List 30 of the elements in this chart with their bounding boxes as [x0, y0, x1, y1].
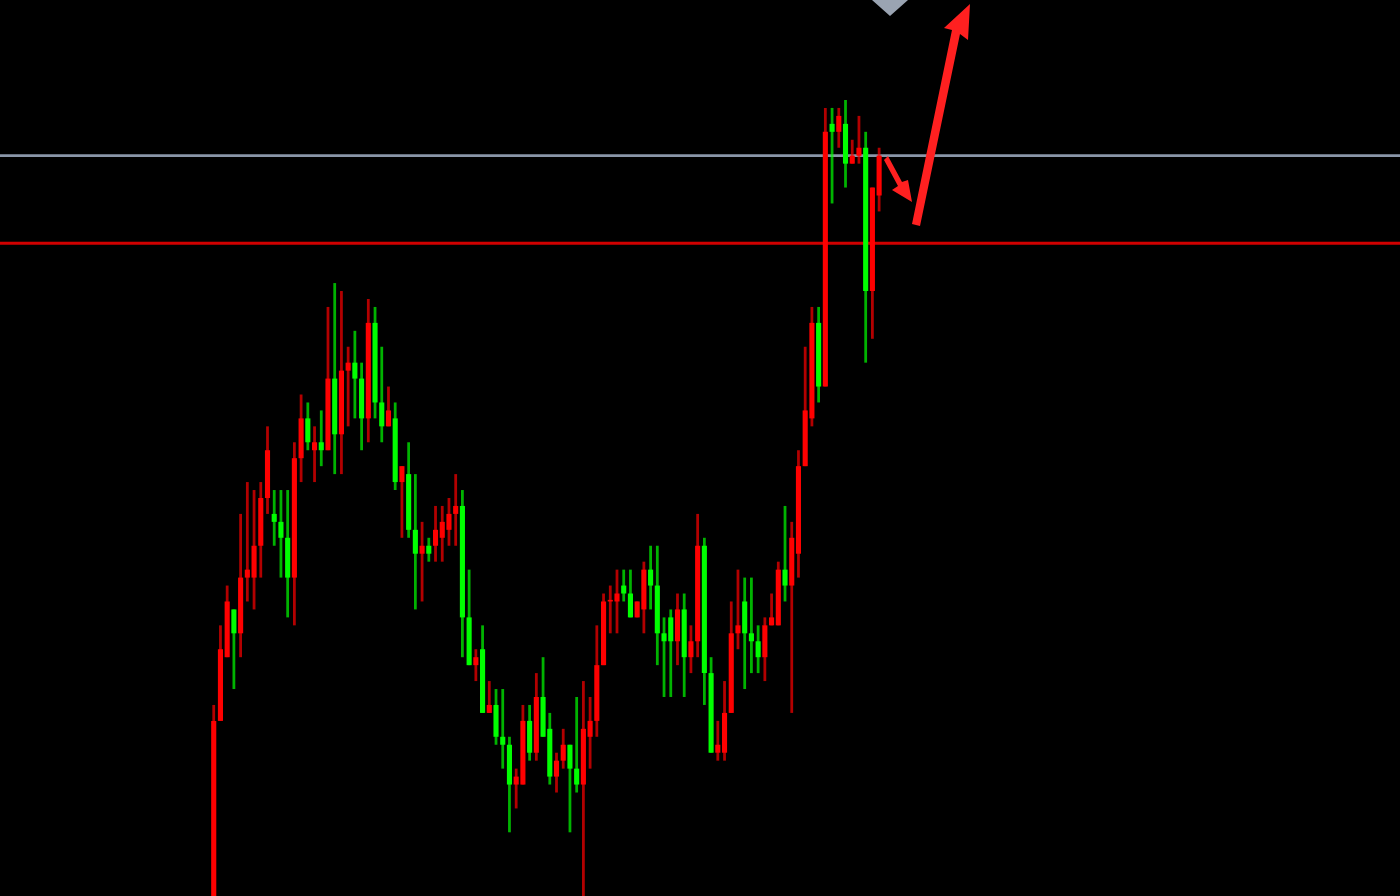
candlestick	[836, 106, 842, 150]
candlestick	[311, 424, 318, 484]
candlestick	[641, 560, 647, 635]
candlestick	[318, 409, 324, 468]
candlestick	[627, 568, 633, 619]
candlestick	[432, 504, 439, 564]
candlestick	[473, 647, 479, 683]
candlestick	[439, 504, 445, 564]
candlestick	[251, 488, 257, 611]
candlestick	[426, 536, 432, 564]
candlestick	[681, 592, 687, 699]
candlestick	[305, 401, 311, 452]
candlestick	[742, 576, 748, 691]
candlestick	[668, 608, 674, 699]
candlestick	[715, 719, 721, 763]
candlestick	[856, 114, 862, 166]
candlestick	[419, 520, 425, 603]
candlestick	[829, 106, 835, 205]
candlestick	[285, 488, 291, 619]
candlestick	[527, 703, 533, 763]
candlestick	[674, 592, 681, 667]
candlestick	[231, 608, 237, 691]
candlestick	[614, 568, 620, 635]
candlestick	[842, 98, 849, 189]
candlestick	[385, 385, 392, 428]
candlestick	[762, 616, 768, 683]
candlestick	[486, 679, 492, 715]
candlestick	[399, 464, 405, 540]
candlestick	[782, 504, 788, 603]
candlestick	[453, 472, 459, 548]
